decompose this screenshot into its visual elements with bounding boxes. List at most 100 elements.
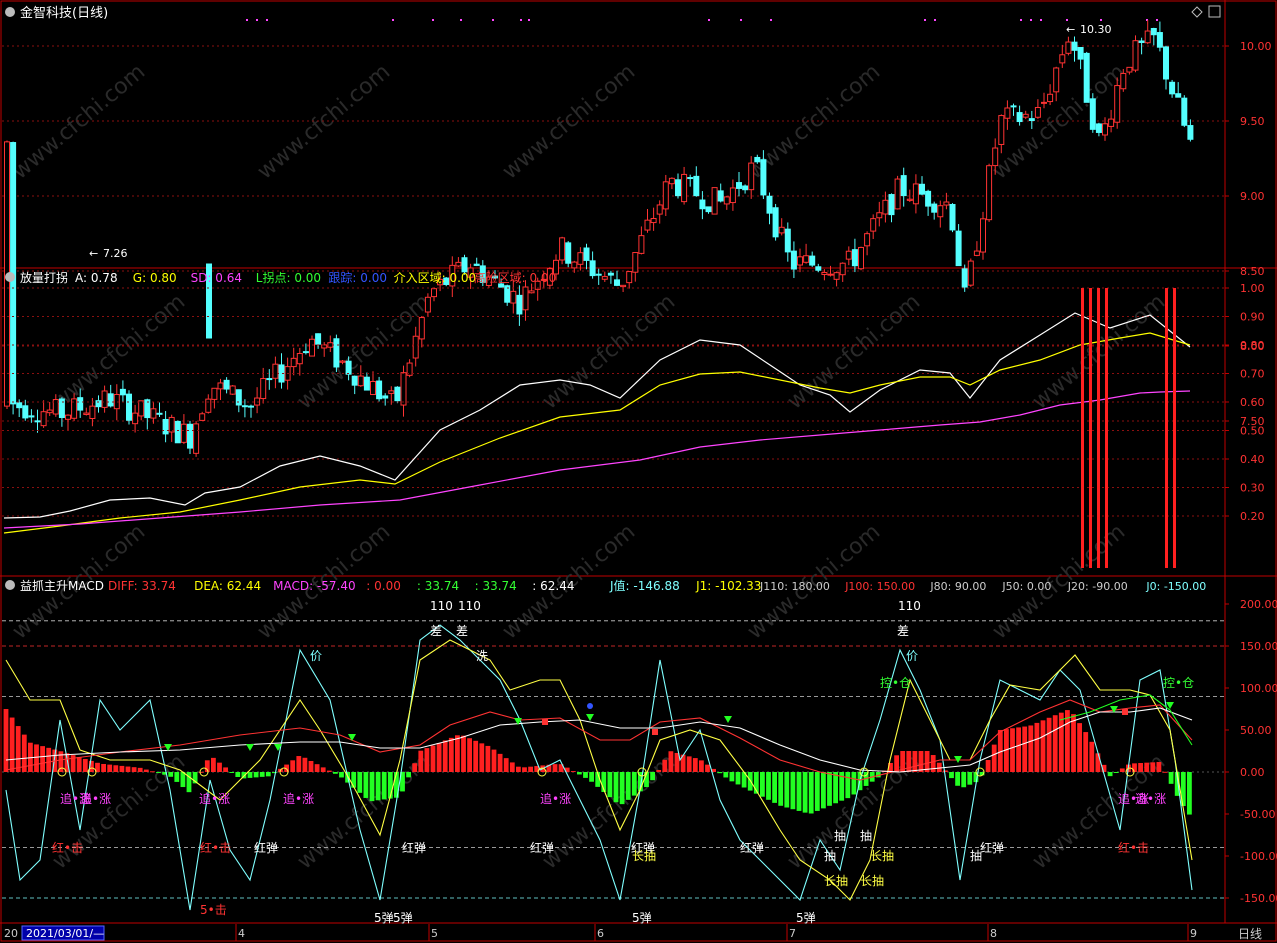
macd-bar (949, 772, 954, 779)
candle-body (345, 360, 352, 375)
macd-bar (58, 751, 64, 772)
candle-body (290, 357, 297, 368)
period-label[interactable]: 日线 (1238, 927, 1262, 941)
candle-body (351, 375, 358, 386)
macd-bar (1107, 772, 1113, 777)
signal-label: 5弹 (632, 911, 652, 925)
candle-body (711, 187, 718, 215)
window-box-icon[interactable] (1208, 5, 1221, 18)
macd-bar (1113, 772, 1119, 773)
macd-bar (95, 762, 100, 772)
legend-item: J值: -146.88 (609, 578, 680, 593)
macd-bar (802, 772, 808, 813)
candle-body (150, 408, 157, 419)
signal-dot (770, 19, 772, 21)
date-cursor-box[interactable] (21, 925, 105, 941)
candle-body (516, 294, 523, 315)
candle-body (95, 400, 102, 408)
volume-tick-label: 0.20 (1240, 510, 1265, 523)
macd-bar (564, 767, 570, 772)
macd-bar (308, 760, 314, 772)
candle-body (973, 250, 980, 256)
diamond-icon[interactable] (1191, 6, 1203, 18)
candle-body (1016, 112, 1023, 123)
legend-item: : 62.44 (532, 579, 574, 593)
candle-body (424, 296, 431, 313)
down-triangle-icon (586, 714, 594, 721)
macd-bar (1022, 726, 1028, 772)
candle-body (1034, 107, 1041, 118)
candle-body (119, 388, 126, 396)
price-panel[interactable]: 10.00 9.50 9.00 8.50 8.00 7.50 (2, 19, 1272, 457)
candle-body (870, 218, 877, 232)
macd-bar (814, 772, 820, 811)
candle-body (1083, 52, 1090, 103)
candle-body (65, 414, 71, 420)
macd-bar (644, 772, 649, 788)
macd-bar (625, 772, 631, 800)
macd-bar (875, 772, 881, 778)
macd-bar (692, 758, 698, 772)
signal-label: 红弹 (631, 840, 655, 855)
down-triangle-icon (274, 744, 282, 751)
signal-label: 抽 (860, 829, 872, 843)
macd-bar (101, 763, 106, 772)
candle-body (797, 256, 803, 266)
macd-bar (1040, 720, 1046, 772)
legend-item: SD: 0.64 (191, 271, 242, 285)
candle-body (309, 338, 315, 357)
macd-bar (64, 753, 70, 772)
candle-body (449, 264, 456, 287)
signal-dot (246, 19, 248, 21)
candle-body (760, 159, 767, 196)
macd-bar (1101, 764, 1107, 772)
signal-label: 追•涨 (1118, 791, 1149, 806)
signal-label: 红•击 (52, 840, 83, 855)
macd-bar (204, 760, 210, 772)
volume-turn-panel[interactable]: 1.00 0.90 0.80 0.70 0.60 0.50 0.40 0.30 0.20 (2, 282, 1265, 568)
price-tick-label: 8.00 (1240, 340, 1265, 353)
volume-tick-label: 0.40 (1240, 453, 1265, 466)
macd-bar (229, 772, 235, 773)
macd-bar (333, 772, 338, 774)
macd-bar (448, 737, 454, 772)
collapse-circle-icon[interactable] (5, 7, 15, 17)
macd-bar (34, 744, 39, 772)
candle-body (937, 205, 944, 218)
legend-item: 高险区域: 0.00 (474, 270, 557, 285)
macd-panel[interactable]: 200.00 150.00 100.00 50.00 0.00 -50.00 -100.00… (2, 598, 1277, 925)
candle-body (839, 262, 846, 276)
collapse-circle-icon[interactable] (5, 580, 15, 590)
candle-body (1156, 32, 1163, 48)
candle-body (705, 206, 712, 213)
candle-body (168, 416, 175, 433)
date-axis: 4 5 6 7 8 9 (235, 924, 1197, 941)
macd-bar (991, 744, 997, 772)
macd-bar (699, 760, 704, 772)
low-price-arrow: ← (89, 247, 98, 260)
candle-body (815, 266, 822, 271)
macd-bar (363, 772, 369, 798)
macd-bar (570, 771, 576, 773)
risk-bar (1105, 288, 1108, 568)
collapse-circle-icon[interactable] (5, 272, 15, 282)
candle-body (998, 115, 1005, 145)
macd-panel-title: 益抓主升MACD (20, 579, 104, 593)
signal-label: 价 (906, 649, 918, 663)
candle-body (559, 237, 566, 261)
signal-label: 价 (310, 649, 322, 663)
candle-body (949, 203, 956, 231)
candle-body (577, 252, 584, 265)
macd-bar (351, 772, 357, 788)
candle-body (455, 261, 462, 267)
price-tick-label: 10.00 (1240, 40, 1272, 53)
candle-body (1095, 123, 1102, 133)
cross-marker (637, 767, 647, 777)
candle-body (534, 280, 541, 290)
macd-bar (186, 772, 192, 793)
candle-body (211, 387, 218, 400)
j1-line (5, 639, 1193, 901)
risk-bar (1081, 288, 1084, 568)
